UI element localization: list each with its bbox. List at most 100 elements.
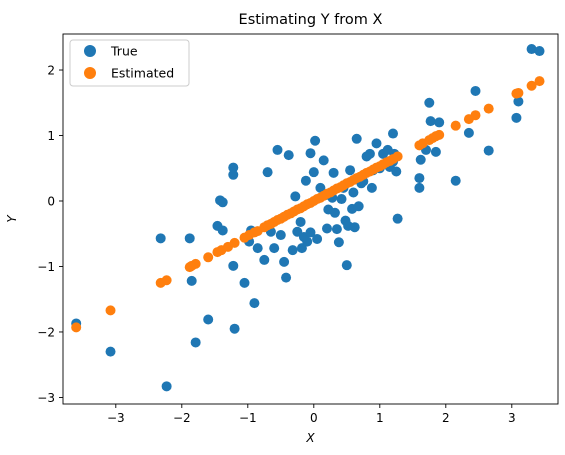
- point-estimated: [470, 110, 481, 121]
- legend-marker-true: [84, 45, 96, 57]
- point-true: [105, 346, 116, 357]
- point-true: [283, 150, 294, 161]
- point-true: [392, 213, 403, 224]
- point-true: [364, 148, 375, 159]
- point-true: [262, 167, 273, 178]
- point-true: [155, 233, 166, 244]
- point-true: [511, 112, 522, 123]
- legend-marker-estimated: [84, 67, 96, 79]
- point-estimated: [203, 252, 214, 263]
- y-tick-label: 0: [47, 194, 55, 208]
- y-axis-label: Y: [5, 214, 19, 223]
- y-tick-label: 1: [47, 129, 55, 143]
- legend-label-true: True: [110, 44, 138, 59]
- point-true: [351, 133, 362, 144]
- point-true: [371, 138, 382, 149]
- point-true: [463, 127, 474, 138]
- point-true: [312, 233, 323, 244]
- point-true: [186, 275, 197, 286]
- point-true: [203, 314, 214, 325]
- point-true: [415, 154, 426, 165]
- point-true: [259, 254, 270, 265]
- x-tick-label: 1: [376, 411, 384, 425]
- point-true: [228, 169, 239, 180]
- point-true: [341, 260, 352, 271]
- point-true: [308, 167, 319, 178]
- x-tick-label: 3: [508, 411, 516, 425]
- point-true: [345, 165, 356, 176]
- point-true: [239, 277, 250, 288]
- y-tick-label: −3: [37, 391, 55, 405]
- point-true: [290, 191, 301, 202]
- point-true: [252, 243, 263, 254]
- point-true: [348, 187, 359, 198]
- point-true: [388, 128, 398, 139]
- point-true: [229, 323, 240, 334]
- x-tick-label: −1: [239, 411, 257, 425]
- point-true: [315, 182, 326, 193]
- point-estimated: [534, 76, 545, 87]
- point-true: [272, 144, 283, 155]
- legend-label-estimated: Estimated: [111, 66, 174, 81]
- point-true: [322, 223, 332, 234]
- legend: True Estimated: [69, 39, 190, 87]
- x-tick-label: 0: [310, 411, 318, 425]
- x-tick-label: 2: [442, 411, 450, 425]
- point-estimated: [513, 87, 524, 98]
- point-true: [336, 194, 347, 205]
- point-true: [287, 245, 298, 256]
- point-true: [295, 216, 306, 227]
- point-true: [190, 337, 201, 348]
- point-estimated: [105, 305, 116, 316]
- point-estimated: [450, 120, 461, 131]
- point-true: [450, 175, 461, 186]
- point-estimated: [71, 322, 82, 333]
- point-true: [483, 145, 494, 156]
- point-true: [534, 46, 545, 57]
- point-true: [425, 116, 436, 127]
- plot-frame: [62, 33, 559, 405]
- point-true: [430, 146, 441, 157]
- point-true: [328, 167, 339, 178]
- point-true: [305, 227, 316, 238]
- axes-layer: −3 −2 −1 0 1 2 3 −3 −2 −1 0 1 2: [37, 64, 515, 425]
- point-true: [391, 166, 402, 177]
- chart-title: Estimating Y from X: [239, 12, 383, 28]
- point-estimated: [392, 151, 403, 162]
- point-true: [414, 173, 425, 184]
- y-tick-label: −1: [37, 260, 55, 274]
- point-true: [305, 148, 316, 159]
- y-tick-label: −2: [37, 325, 55, 339]
- point-true: [329, 207, 340, 218]
- point-true: [331, 224, 342, 235]
- point-true: [217, 225, 228, 236]
- y-tick-label: 2: [47, 64, 55, 78]
- point-estimated: [483, 103, 494, 114]
- x-tick-label: −3: [107, 411, 125, 425]
- x-tick-label: −2: [173, 411, 191, 425]
- point-true: [353, 201, 364, 212]
- point-estimated: [434, 129, 445, 140]
- point-true: [281, 272, 292, 283]
- point-estimated: [161, 275, 172, 286]
- point-true: [349, 222, 360, 233]
- point-true: [184, 233, 195, 244]
- legend-box: [69, 39, 190, 87]
- point-true: [318, 155, 329, 166]
- point-true: [279, 256, 290, 267]
- point-estimated: [526, 80, 537, 91]
- point-true: [300, 175, 311, 186]
- point-true: [513, 96, 524, 107]
- point-true: [434, 117, 445, 128]
- point-true: [424, 97, 435, 108]
- point-estimated: [229, 237, 240, 248]
- point-true: [333, 237, 344, 248]
- point-true: [269, 243, 280, 254]
- point-true: [414, 182, 425, 193]
- point-true: [310, 135, 321, 146]
- point-true: [249, 298, 260, 309]
- point-true: [526, 44, 537, 55]
- point-true: [302, 236, 313, 247]
- point-true: [161, 381, 172, 392]
